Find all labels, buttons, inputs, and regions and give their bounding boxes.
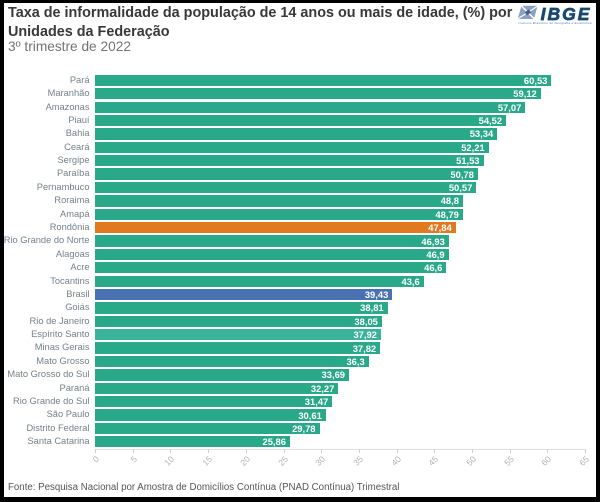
svg-text:IBGE: IBGE	[541, 4, 592, 24]
svg-text:Instituto Brasileiro de Geogra: Instituto Brasileiro de Geografia e Esta…	[519, 21, 592, 25]
